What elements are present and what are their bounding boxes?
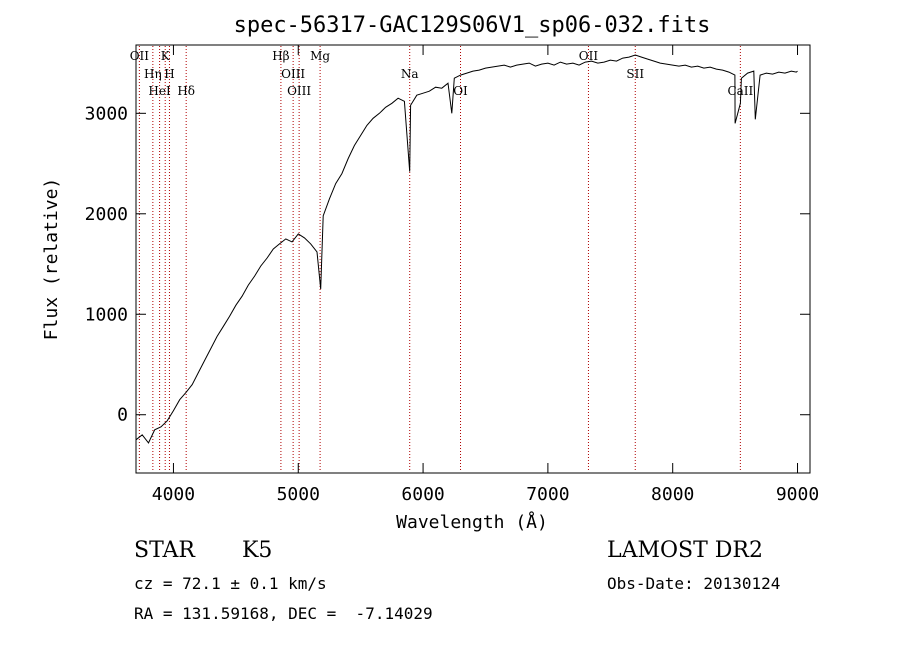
x-tick-label: 9000 <box>776 484 819 505</box>
x-tick-label: 5000 <box>277 484 320 505</box>
x-axis-ticks: 4000 5000 6000 7000 8000 9000 <box>152 45 819 505</box>
marker-label: H <box>164 67 174 81</box>
x-tick-label: 6000 <box>401 484 444 505</box>
spectrum-line <box>135 54 798 444</box>
marker-label: Hη <box>144 67 162 81</box>
x-axis-label: Wavelength (Å) <box>396 511 548 533</box>
object-class: STAR <box>134 538 195 563</box>
plot-frame <box>135 44 811 474</box>
marker-label: OII <box>579 49 599 63</box>
survey-name: LAMOST DR2 <box>607 538 763 563</box>
marker-label: K <box>161 49 171 63</box>
x-tick-label: 4000 <box>152 484 195 505</box>
marker-label: SII <box>626 67 644 81</box>
marker-label: Hβ <box>272 49 289 63</box>
ra-dec: RA = 131.59168, DEC = -7.14029 <box>134 604 433 623</box>
y-tick-label: 1000 <box>85 304 128 325</box>
marker-label: Na <box>401 67 419 81</box>
marker-label: OII <box>130 49 150 63</box>
x-tick-label: 8000 <box>651 484 694 505</box>
marker-label: HeI <box>148 84 171 98</box>
y-axis-label: Flux (relative) <box>41 178 62 341</box>
y-axis-ticks: 0 1000 2000 3000 <box>85 103 810 426</box>
marker-label: Hδ <box>177 84 195 98</box>
observation-date: Obs-Date: 20130124 <box>607 574 781 593</box>
object-subclass: K5 <box>242 538 273 563</box>
y-tick-label: 3000 <box>85 103 128 124</box>
redshift-cz: cz = 72.1 ± 0.1 km/s <box>134 574 327 593</box>
spectral-line-markers <box>138 46 741 472</box>
x-tick-label: 7000 <box>526 484 569 505</box>
y-tick-label: 2000 <box>85 204 128 225</box>
marker-label: OIII <box>281 67 305 81</box>
y-tick-label: 0 <box>117 405 128 426</box>
marker-label: OIII <box>287 84 311 98</box>
marker-label: OI <box>453 84 468 98</box>
marker-label: Mg <box>310 49 330 63</box>
chart-title: spec-56317-GAC129S06V1_sp06-032.fits <box>234 13 711 38</box>
